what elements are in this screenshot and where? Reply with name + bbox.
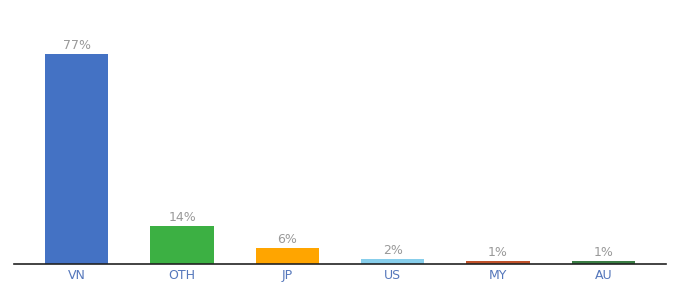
Text: 77%: 77% (63, 39, 90, 52)
Bar (572, 261, 635, 264)
Text: 2%: 2% (383, 244, 403, 256)
Text: 14%: 14% (168, 211, 196, 224)
Bar (150, 226, 214, 264)
Bar (466, 261, 530, 264)
Bar (45, 54, 108, 264)
Bar (256, 248, 319, 264)
Bar (361, 259, 424, 264)
Text: 6%: 6% (277, 233, 297, 246)
Text: 1%: 1% (488, 246, 508, 260)
Text: 1%: 1% (593, 246, 613, 260)
